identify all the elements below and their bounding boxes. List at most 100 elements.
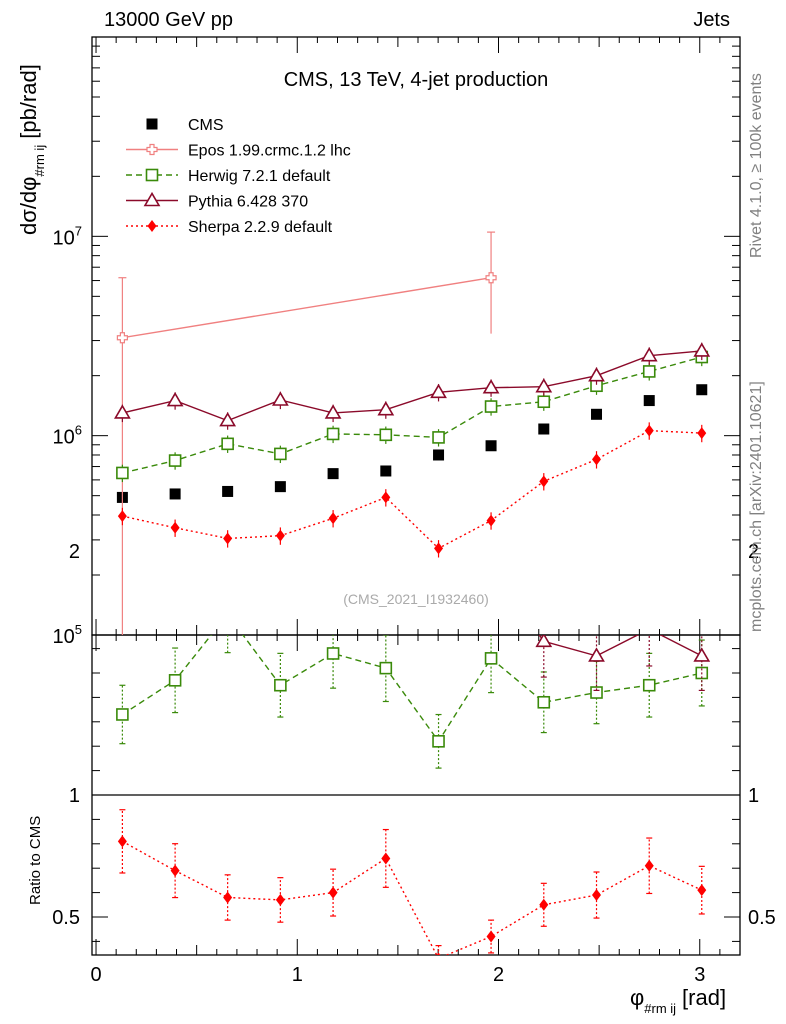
y-tick-base: 10: [53, 427, 75, 449]
legend-item-pythia: Pythia 6.428 370: [126, 191, 308, 211]
data-point-sherpa: [170, 521, 180, 534]
series-line-pythia: [122, 350, 702, 422]
series-line-sherpa: [122, 429, 702, 550]
legend-item-cms: CMS: [146, 117, 224, 134]
ratio-point-pythia: [535, 635, 553, 648]
y-axis-label-main: dσ/dφ#rm ij [pb/rad]: [16, 64, 47, 235]
ratio-series-sherpa: [117, 809, 707, 955]
ratio-point-sherpa: [117, 835, 127, 848]
chart-title: CMS, 13 TeV, 4-jet production: [284, 69, 549, 91]
data-point-cms: [696, 384, 708, 396]
data-point-pythia: [166, 391, 184, 407]
ratio-point-sherpa: [328, 886, 338, 899]
y-tick-base: 10: [53, 626, 75, 648]
y-tick-label-main: 106: [53, 423, 82, 449]
ratio-point-sherpa: [486, 930, 496, 943]
series-epos: [116, 231, 497, 635]
ratio-point-pythia: [588, 647, 605, 662]
data-point-herwig: [221, 437, 234, 451]
ratio-point-sherpa: [275, 893, 285, 906]
series-cms: [116, 384, 708, 503]
ylabel-main-subscript: #rm ij: [32, 145, 47, 177]
ratio-line-herwig: [122, 635, 702, 743]
main-series: [113, 231, 711, 635]
ratio-point-herwig: [642, 678, 656, 692]
header-observable: Jets: [693, 9, 730, 31]
ratio-point-herwig: [379, 661, 393, 675]
analysis-label: (CMS_2021_I1932460): [343, 591, 489, 607]
legend: CMS Epos 1.99.crmc.1.2 lhc Herwig 7.2.1 de…: [126, 117, 351, 236]
header-process: 13000 GeV pp: [104, 9, 233, 31]
ratio-point-sherpa: [223, 891, 233, 904]
data-point-sherpa: [328, 512, 338, 525]
ratio-point-herwig: [116, 708, 129, 721]
y-tick-label-ratio: 2: [69, 541, 80, 563]
y-tick-base: 10: [53, 227, 75, 249]
data-point-sherpa: [223, 532, 233, 545]
ratio-point-pythia: [484, 561, 498, 573]
ratio-line-pythia: [538, 635, 703, 657]
data-point-cms: [222, 485, 234, 497]
ratio-point-sherpa: [170, 864, 180, 877]
data-point-pythia: [535, 378, 553, 393]
data-point-herwig: [537, 395, 551, 409]
data-point-sherpa: [644, 424, 654, 437]
x-tick-label: 2: [493, 964, 504, 986]
ylabel-main-unit: [pb/rad]: [16, 64, 41, 139]
data-point-pythia: [271, 391, 289, 406]
legend-label-sherpa: Sherpa 2.2.9 default: [188, 219, 333, 236]
ratio-point-sherpa: [539, 898, 549, 911]
data-point-sherpa: [697, 427, 707, 440]
data-point-pythia: [588, 367, 605, 382]
legend-marker-sherpa: [147, 220, 157, 232]
data-point-cms: [538, 423, 550, 435]
ratio-point-herwig: [537, 695, 551, 709]
ratio-point-herwig: [274, 678, 287, 692]
y-tick-label-ratio-right: 1: [748, 785, 759, 807]
legend-label-pythia: Pythia 6.428 370: [188, 194, 308, 211]
series-pythia: [113, 342, 711, 430]
y-tick-exponent: 5: [75, 622, 82, 637]
xlabel-unit: [rad]: [682, 985, 726, 1010]
legend-item-sherpa: Sherpa 2.2.9 default: [126, 219, 333, 236]
data-point-sherpa: [539, 475, 549, 488]
data-point-herwig: [326, 427, 340, 441]
data-point-pythia: [324, 404, 342, 419]
ratio-line-sherpa: [122, 840, 703, 955]
ratio-point-sherpa: [436, 952, 441, 955]
data-point-pythia: [693, 342, 711, 357]
data-point-cms: [274, 481, 286, 493]
data-point-cms: [380, 465, 392, 477]
legend-label-herwig: Herwig 7.2.1 default: [188, 168, 331, 185]
data-point-cms: [433, 449, 445, 461]
y-tick-exponent: 7: [75, 223, 82, 238]
data-point-sherpa: [486, 514, 496, 527]
legend-item-epos: Epos 1.99.crmc.1.2 lhc: [126, 143, 351, 160]
ratio-point-pythia: [273, 368, 287, 380]
x-tick-label: 1: [292, 964, 303, 986]
data-point-sherpa: [275, 529, 285, 542]
y-tick-label-ratio: 1: [69, 785, 80, 807]
data-point-cms: [169, 488, 181, 500]
data-point-epos: [116, 332, 128, 344]
legend-label-cms: CMS: [188, 117, 224, 134]
rivet-label: Rivet 4.1.0, ≥ 100k events: [748, 73, 765, 258]
ratio-point-herwig: [432, 735, 445, 748]
data-point-herwig: [379, 428, 393, 442]
series-line-herwig: [122, 356, 702, 474]
data-point-herwig: [484, 400, 498, 413]
data-point-pythia: [377, 401, 395, 416]
ratio-point-pythia: [168, 315, 182, 327]
y-tick-label-ratio-right: 2: [748, 541, 759, 563]
legend-marker-cms: [146, 118, 158, 130]
ratio-point-herwig: [484, 652, 498, 665]
y-tick-exponent: 6: [75, 423, 82, 438]
data-point-cms: [643, 395, 655, 407]
data-point-sherpa: [381, 491, 391, 504]
ratio-point-sherpa: [697, 884, 707, 897]
data-point-pythia: [482, 379, 500, 394]
ratio-point-pythia: [379, 537, 393, 549]
ratio-point-sherpa: [381, 852, 391, 865]
